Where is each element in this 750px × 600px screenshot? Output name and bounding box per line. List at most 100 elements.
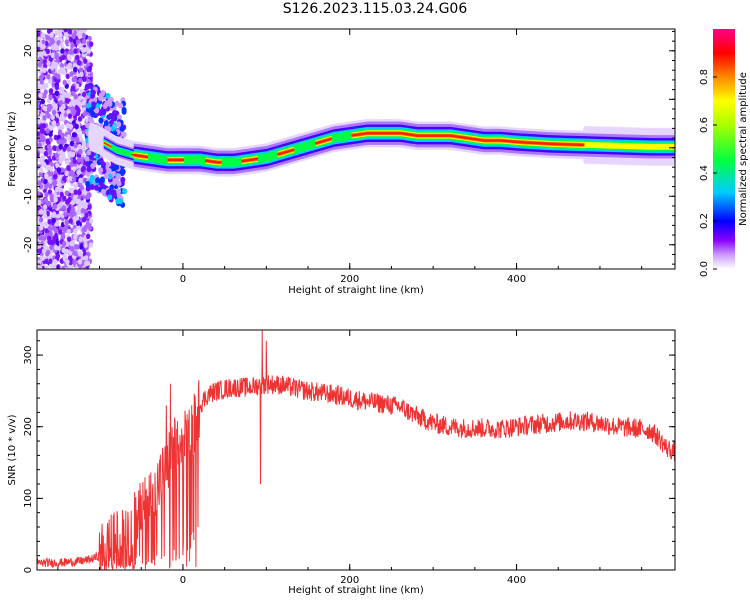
spectrogram-cell (166, 155, 168, 165)
spectrogram-cell (157, 154, 160, 163)
spectrogram-cell (560, 143, 562, 146)
spectrogram-cell (481, 139, 484, 142)
spectrogram-cell (278, 152, 281, 156)
spectrogram-cell (55, 220, 60, 227)
spectrogram-cell (40, 148, 45, 155)
spectrogram-cell (407, 133, 410, 136)
spectrogram-cell (203, 156, 206, 165)
spectrogram-cell (387, 132, 390, 135)
spectrogram-cell (619, 143, 621, 149)
spectrogram-cell (397, 132, 400, 135)
spectrogram-cell (66, 228, 71, 235)
spectrogram-cell (350, 131, 352, 140)
spectrogram-cell (108, 145, 111, 147)
spectrogram-cell (313, 139, 316, 149)
spectrogram-cell (65, 199, 70, 205)
spectrogram-cell (301, 142, 303, 152)
spectrogram-cell (88, 107, 94, 114)
spectrogram-cell (626, 143, 629, 150)
spectrogram-cell (615, 142, 617, 149)
spectrogram-cell (176, 158, 178, 162)
spectrogram-cell (86, 149, 92, 156)
spectrogram-cell (63, 31, 69, 38)
spectrogram-cell (323, 139, 326, 142)
spectrogram-cell (469, 137, 471, 140)
spectrogram-cell (47, 219, 52, 225)
spectrogram-cell (431, 134, 434, 137)
spectrogram-cell (80, 207, 85, 214)
spectrogram-cell (530, 141, 532, 144)
spectrogram-cell (261, 153, 263, 163)
spectrogram-cell (75, 54, 80, 61)
spectrogram-cell (371, 132, 374, 135)
spectrogram-cell (44, 265, 50, 269)
spectrogram-cell (525, 141, 527, 144)
spectrogram-cell (651, 143, 654, 150)
spectrogram-cell (659, 143, 661, 150)
spectrogram-cell (408, 133, 411, 136)
spectrogram-cell (43, 150, 49, 157)
spectrogram-cell (306, 141, 308, 151)
spectrogram-cell (222, 157, 225, 167)
spectrogram-cell (425, 134, 427, 137)
spectrogram-cell (58, 138, 63, 144)
spectrogram-cell (54, 152, 60, 159)
spectrogram-cell (71, 132, 77, 138)
spectrogram-cell (54, 117, 60, 124)
spectrogram-cell (78, 77, 83, 84)
spectrogram-frame (36, 28, 676, 270)
spectrogram-cell (345, 131, 347, 141)
spectrogram-cell (591, 142, 594, 149)
spectrogram-cell (375, 132, 377, 135)
spectrogram-cell (410, 133, 412, 136)
spectrogram-cell (70, 151, 76, 158)
spectrogram-cell (360, 132, 362, 136)
spectrogram-cell (91, 101, 97, 108)
spectrogram-cell (267, 152, 270, 162)
spectrogram-cell (413, 134, 416, 137)
spectrogram-cell (596, 142, 599, 149)
spectrogram-cell (146, 155, 148, 159)
spectrogram-cell (436, 134, 439, 137)
spectrogram-cell (368, 132, 371, 135)
spectrogram-cell (406, 133, 409, 136)
spectrogram-cell (519, 140, 521, 144)
spectrogram-cell (411, 133, 414, 137)
spectrogram-cell (665, 143, 668, 150)
colorbar-tick-label: 0.2 (699, 213, 710, 229)
spectrogram-cell (471, 137, 474, 141)
spectrogram-cell (195, 155, 197, 165)
spectrogram-cell (77, 258, 83, 265)
spectrogram-cell (70, 171, 75, 177)
spectrogram-cell (134, 154, 137, 157)
spectrogram-cell (81, 203, 86, 210)
spectrogram-cell (405, 132, 407, 136)
spectrogram-cell (64, 219, 70, 225)
spectrogram-cell (462, 136, 465, 139)
spectrogram-cell (160, 154, 162, 164)
spectrogram-cell (545, 142, 547, 145)
spectrogram-cell (636, 143, 639, 150)
spectrogram-cell (73, 48, 78, 54)
spectrogram-cell (61, 240, 67, 247)
spectrogram-cell (599, 142, 601, 149)
spectrogram-cell (49, 64, 55, 71)
spectrogram-cell (72, 211, 77, 217)
spectrogram-cell (293, 145, 296, 154)
spectrogram-cell (606, 142, 609, 149)
spectrogram-cell (571, 143, 574, 146)
spectrogram-cell (44, 173, 49, 180)
snr-x-tick-label: 0 (180, 575, 186, 586)
spectrogram-cell (271, 151, 273, 161)
spectrogram-cell (151, 153, 153, 163)
spectrogram-cell (587, 142, 590, 148)
spectrogram-cell (358, 133, 361, 136)
spectrogram-cell (128, 151, 131, 157)
spectrogram-cell (338, 132, 341, 142)
colorbar-tick-label: 0.4 (699, 165, 710, 181)
spectrogram-cell (266, 153, 268, 162)
spectrogram-y-tick-label: 20 (23, 44, 34, 57)
spectrogram-cell (170, 158, 172, 162)
spectrogram-cell (388, 132, 391, 135)
spectrogram-cell (366, 132, 369, 135)
